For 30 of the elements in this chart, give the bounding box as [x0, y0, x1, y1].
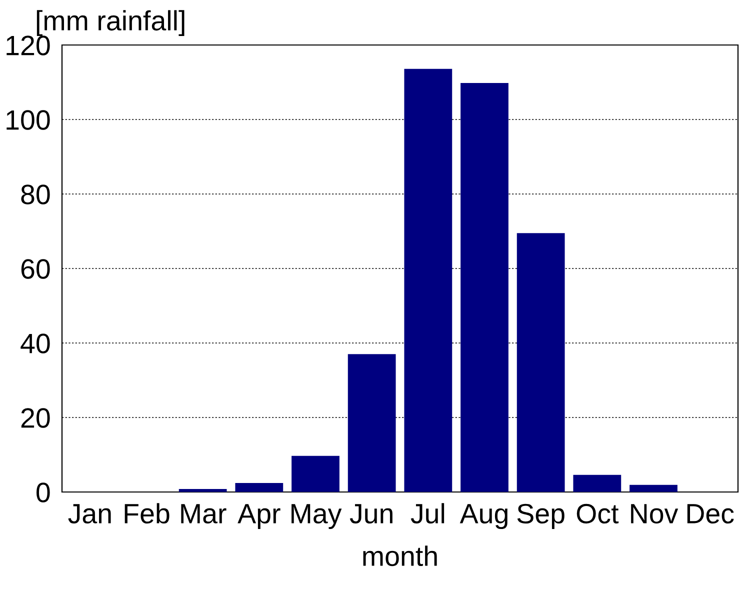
x-tick-label: Oct — [576, 504, 619, 524]
y-tick-label: 40 — [20, 334, 50, 354]
bar — [235, 483, 284, 492]
bar — [292, 456, 340, 492]
x-tick-label: Apr — [238, 504, 280, 530]
y-tick-label: 100 — [6, 110, 50, 130]
y-tick-label: 20 — [21, 408, 50, 428]
y-tick-label: 60 — [21, 259, 50, 279]
bar — [404, 68, 452, 492]
bar — [630, 484, 678, 492]
x-tick-label: Jun — [350, 504, 392, 524]
x-tick-label: Aug — [460, 504, 508, 530]
bar — [348, 354, 396, 492]
bar — [516, 233, 565, 492]
x-tick-label: Nov — [631, 504, 678, 524]
y-tick-label: 80 — [21, 184, 50, 204]
x-tick-label: Jul — [410, 503, 444, 524]
bar — [178, 489, 227, 492]
x-tick-label: Jan — [68, 504, 111, 524]
x-tick-label: May — [292, 504, 342, 530]
x-tick-label: Mar — [181, 504, 226, 524]
x-tick-label: Feb — [124, 503, 170, 524]
y-axis-title: [mm rainfall] — [36, 10, 184, 36]
x-tick-label: Sep — [517, 504, 564, 530]
x-tick-label: Dec — [687, 504, 734, 524]
y-tick-label: 0 — [36, 482, 50, 502]
bar — [573, 474, 622, 492]
x-axis-title: month — [363, 546, 437, 566]
bar — [460, 82, 508, 492]
y-tick-label: 120 — [6, 36, 50, 56]
